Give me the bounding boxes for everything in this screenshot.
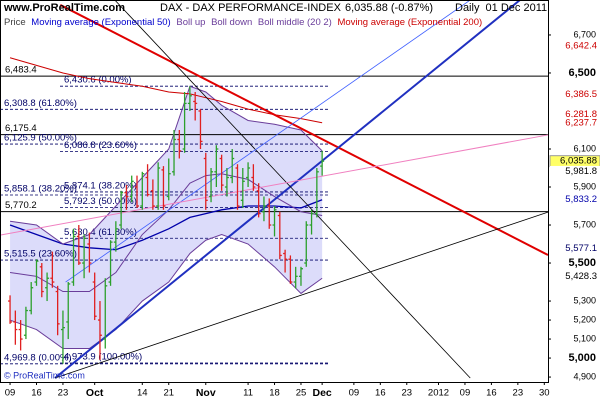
price-box <box>550 40 600 52</box>
fibo-label: 4,973.9 (100.00%) <box>64 352 142 363</box>
y-tick-label: 5,200 <box>573 314 596 324</box>
level-label: 6,175.4 <box>5 123 37 134</box>
price-label: 6,035.88 <box>560 156 597 167</box>
x-tick-label: Dec <box>313 387 332 399</box>
y-tick-label: 5,700 <box>573 219 596 229</box>
x-tick-label: 09 <box>349 388 360 399</box>
chart-title: DAX - DAX PERFORMANCE-INDEX <box>160 2 342 14</box>
price-box <box>550 194 600 206</box>
plot-area: 6,483.46,175.45,770.26,430.6 (0.00%)6,30… <box>0 0 549 379</box>
x-tick-label: 23 <box>58 388 69 399</box>
x-tick-label: 09 <box>460 388 471 399</box>
x-tick-label: 14 <box>137 388 148 399</box>
trendline <box>59 4 549 256</box>
x-tick-label: 11 <box>243 388 253 399</box>
x-tick-label: 18 <box>269 388 280 399</box>
price-box <box>550 108 600 120</box>
trendline <box>114 0 471 379</box>
legend-entry: Boll down <box>211 17 252 28</box>
indicator-line <box>9 85 323 245</box>
y-tick-label: 5,100 <box>573 333 596 343</box>
fibo-label: 5,630.4 (61.80%) <box>64 227 137 238</box>
x-tick-label: Oct <box>86 387 104 399</box>
legend-entry: Boll up <box>176 17 205 28</box>
y-tick-label: 6,100 <box>573 143 596 153</box>
fibo-label: 5,792.3 (50.00%) <box>64 196 137 207</box>
price-label: 5,981.8 <box>565 166 597 177</box>
period: Daily 01 Dec 2011 <box>455 2 547 14</box>
y-tick-label: 4,900 <box>573 371 596 381</box>
trendline <box>0 134 549 236</box>
price-label: 5,577.1 <box>565 243 597 254</box>
legend: Price Moving average (Exponential 50) Bo… <box>4 17 482 28</box>
site: www.ProRealTime.com <box>3 2 125 14</box>
price-label: 5,428.3 <box>565 271 597 282</box>
legend-entry: Boll middle (20 2) <box>258 17 332 28</box>
price-label: 6,642.4 <box>565 40 597 51</box>
indicator-line <box>9 57 323 124</box>
price-label: 6,237.7 <box>565 117 597 128</box>
x-tick-label: 25 <box>296 388 307 399</box>
fibo-label: 6,125.9 (50.00%) <box>4 133 77 144</box>
legend-entry: Price <box>4 17 26 28</box>
trendline <box>65 0 471 283</box>
x-tick-label: 16 <box>486 388 497 399</box>
indicator-line <box>9 233 323 350</box>
level-label: 6,483.4 <box>5 65 37 76</box>
x-tick-label: Nov <box>196 387 216 399</box>
price-box <box>550 242 600 254</box>
legend-entry: Moving average (Exponential 50) <box>31 17 170 28</box>
price-box <box>550 117 600 129</box>
fibo-label: 5,874.1 (38.20%) <box>64 180 137 191</box>
fibo-label: 5,515.5 (23.60%) <box>4 249 77 260</box>
price-box <box>550 165 600 177</box>
fibo-label: 6,086.8 (23.60%) <box>64 140 137 151</box>
y-tick-label: 6,700 <box>573 29 596 39</box>
x-tick-label: 09 <box>5 388 16 399</box>
band-fill <box>10 86 323 349</box>
x-tick-label: 30 <box>539 388 550 399</box>
trendline <box>54 0 521 379</box>
x-tick-label: 23 <box>401 388 412 399</box>
indicator-line <box>9 199 323 251</box>
y-tick-label: 5,900 <box>573 181 596 191</box>
trendline <box>54 211 549 379</box>
fibo-label: 5,858.1 (38.20%) <box>4 183 77 194</box>
x-tick-label: 2012 <box>428 388 449 399</box>
fibo-label: 4,969.8 (0.00%) <box>4 352 72 363</box>
x-tick-label: 16 <box>31 388 42 399</box>
y-tick-label: 5,000 <box>568 352 596 364</box>
axes: 4,900 5,000 5,100 5,200 5,300 5,500 5,700 5,900… <box>5 29 600 399</box>
price-box <box>550 271 600 283</box>
x-tick-label: 16 <box>375 388 386 399</box>
y-tick-label: 5,500 <box>568 257 596 269</box>
y-tick-label: 5,300 <box>573 295 596 305</box>
price-box <box>550 89 600 101</box>
y-tick-label: 6,500 <box>568 67 596 79</box>
x-tick-label: 23 <box>513 388 524 399</box>
quote: 6,035.88 (-0.87%) <box>345 2 433 14</box>
price-label: 6,281.8 <box>565 109 597 120</box>
level-label: 5,770.2 <box>5 200 37 211</box>
fibo-label: 6,308.8 (61.80%) <box>4 98 77 109</box>
copyright: © ProRealTime.com <box>4 370 85 380</box>
x-tick-label: 21 <box>163 388 174 399</box>
indicator-line <box>9 173 323 293</box>
price-label: 5,833.2 <box>565 194 597 205</box>
price-label: 6,386.5 <box>565 89 597 100</box>
legend-entry: Moving average (Exponential 200) <box>337 17 482 28</box>
